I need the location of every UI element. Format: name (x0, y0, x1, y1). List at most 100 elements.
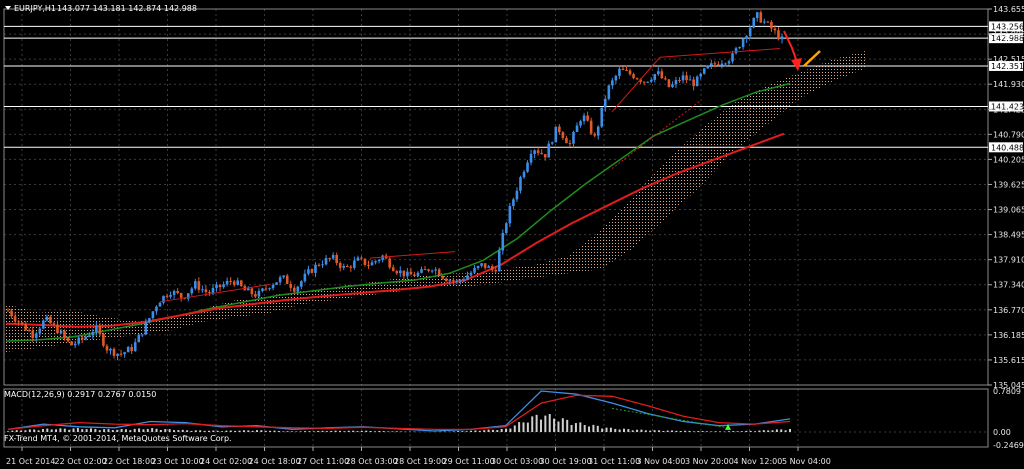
candle-body (706, 65, 710, 69)
candle-body (310, 269, 314, 273)
candle-body (84, 336, 88, 340)
y-tick-label: 143.655 (993, 5, 1024, 14)
arrow-down-icon (791, 58, 802, 71)
candle-body (201, 289, 204, 291)
candle-body (381, 255, 384, 260)
candle-body (649, 79, 653, 82)
trendline-high-1 (159, 283, 271, 303)
price-level-tag (989, 21, 1023, 32)
candle-body (165, 295, 169, 297)
candle-body (713, 63, 717, 65)
price-level-tag (989, 101, 1023, 112)
candle-body (568, 143, 572, 145)
y-tick-label: 142.988 (993, 30, 1024, 39)
price-level-label: 141.423 (991, 102, 1024, 111)
candle-body (660, 71, 664, 79)
candle-body (483, 263, 487, 268)
candle-body (303, 273, 307, 282)
candle-body (674, 80, 678, 85)
x-tick-label: 29 Oct 11:00 (443, 457, 495, 466)
y-tick-label: 135.045 (993, 381, 1024, 390)
x-tick-label: 22 Oct 18:00 (103, 457, 155, 466)
candle-body (162, 295, 165, 303)
candle-body (480, 263, 483, 266)
trendline-high-4 (659, 48, 781, 58)
macd-y-tick-label: 0.00 (993, 428, 1011, 437)
candle-body (119, 353, 123, 355)
trendline-high-3 (611, 56, 661, 113)
x-tick-label: 21 Oct 2014 (6, 457, 55, 466)
candle-body (699, 73, 703, 77)
candle-body (247, 288, 250, 291)
candle-body (148, 318, 151, 323)
candle-body (38, 328, 42, 334)
candle-body (324, 258, 328, 265)
candle-body (45, 316, 49, 321)
y-tick-label: 138.495 (993, 231, 1024, 240)
candle-body (745, 36, 748, 39)
symbol-header[interactable]: EURJPY,H1 143.077 143.181 142.874 142.98… (5, 4, 197, 13)
ichimoku-cloud (6, 50, 866, 352)
moving-averages (5, 82, 791, 342)
candle-body (455, 280, 459, 282)
copyright-text: FX-Trend MT4, © 2001-2014, MetaQuotes So… (4, 434, 232, 443)
cloud-band (6, 50, 866, 352)
macd-panel: 0.7809 0.00 -0.2469 (7, 387, 1024, 450)
candle-body (717, 64, 720, 66)
candle-body (625, 70, 628, 72)
candle-body (688, 79, 692, 81)
candle-body (727, 61, 731, 64)
chevron-down-icon[interactable] (5, 6, 11, 10)
candle-body (505, 223, 508, 233)
x-tick-label: 4 Nov 12:00 (734, 457, 783, 466)
candle-body (547, 143, 551, 158)
candle-body (105, 345, 109, 351)
candle-body (596, 126, 600, 136)
candle-body (586, 115, 589, 121)
candle-body (34, 333, 38, 338)
candle-body (342, 265, 346, 268)
candle-body (543, 154, 547, 158)
candle-body (572, 131, 575, 144)
candle-body (186, 293, 190, 299)
candle-body (416, 272, 420, 276)
candle-body (307, 269, 310, 274)
y-tick-label: 139.065 (993, 206, 1024, 215)
candle-body (356, 257, 360, 261)
candle-body (600, 107, 604, 127)
candle-body (102, 333, 105, 346)
candle-body (395, 271, 399, 274)
candle-body (151, 311, 155, 319)
x-tick-label: 22 Oct 02:00 (55, 457, 107, 466)
price-level-label: 142.988 (991, 34, 1024, 43)
candle-body (759, 12, 763, 23)
candle-body (87, 335, 91, 337)
candle-body (261, 288, 264, 291)
candle-body (31, 330, 35, 338)
y-tick-label: 140.790 (993, 130, 1024, 139)
trendline-support (611, 100, 701, 170)
price-candles (6, 10, 784, 361)
x-tick-label: 30 Oct 19:00 (540, 457, 592, 466)
candle-body (430, 270, 434, 272)
candle-body (466, 275, 469, 280)
candle-body (724, 63, 727, 65)
candle-body (710, 63, 713, 66)
candle-body (607, 85, 611, 99)
candle-body (278, 277, 282, 283)
trendline-high-2 (369, 251, 456, 259)
candle-body (558, 126, 561, 133)
symbol-label: EURJPY,H1 (14, 4, 56, 13)
candle-body (328, 258, 331, 260)
candle-body (664, 78, 667, 80)
candle-body (536, 150, 540, 153)
ohlc-values: 143.077 143.181 142.874 142.988 (57, 4, 197, 13)
candle-body (770, 21, 773, 29)
candle-body (632, 74, 635, 79)
candle-body (738, 47, 741, 49)
ma-slow-line (5, 132, 785, 328)
candle-body (24, 323, 27, 331)
candle-body (399, 270, 402, 274)
